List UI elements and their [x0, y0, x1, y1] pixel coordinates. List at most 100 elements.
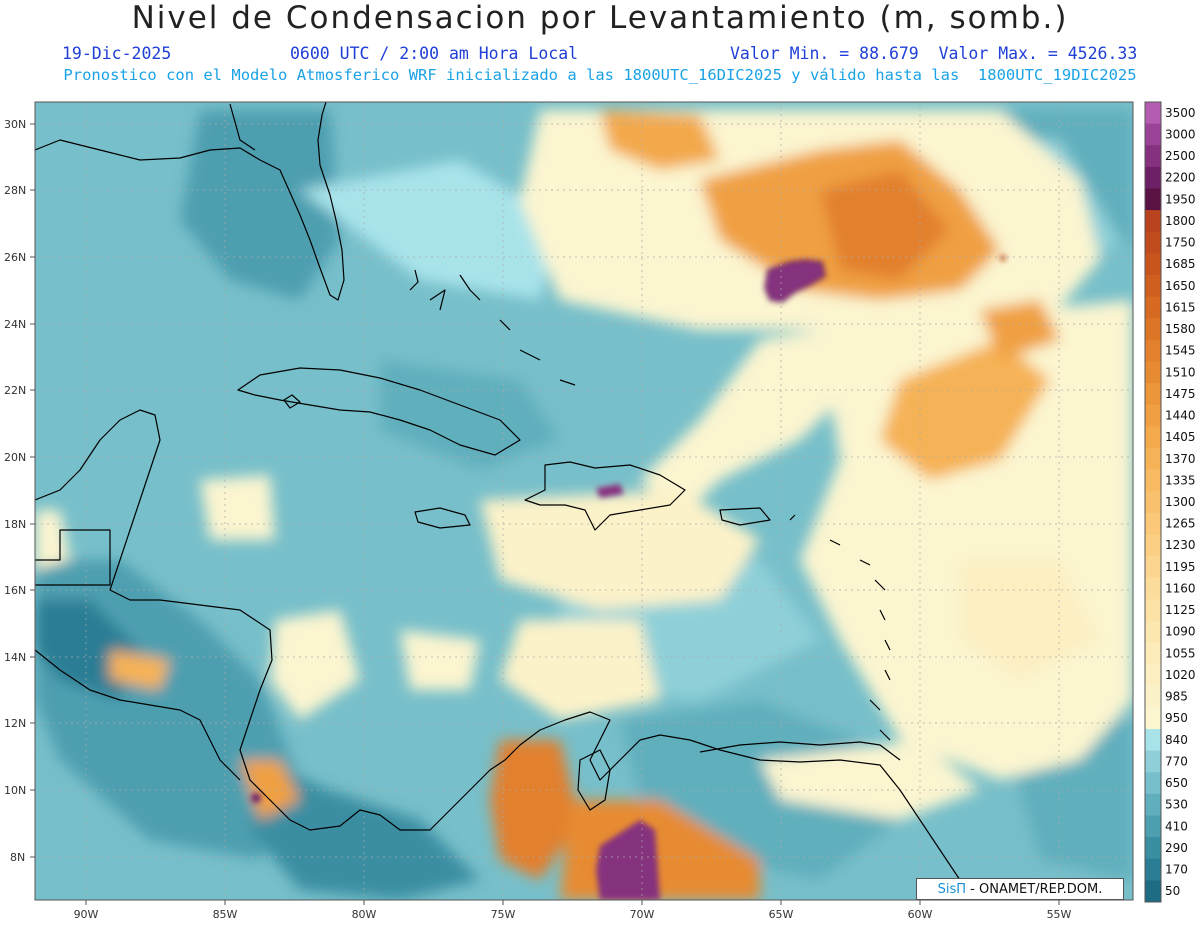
colorbar-swatch	[1145, 556, 1161, 579]
lat-label: 30N	[4, 118, 26, 131]
colorbar-label: 50	[1165, 884, 1180, 898]
colorbar-label: 2500	[1165, 149, 1196, 163]
colorbar-swatch	[1145, 383, 1161, 406]
lat-label: 20N	[4, 451, 26, 464]
colorbar-swatch	[1145, 750, 1161, 773]
shaded-field	[35, 102, 1133, 900]
colorbar-swatch	[1145, 404, 1161, 427]
colorbar-label: 1370	[1165, 452, 1196, 466]
lon-label: 70W	[630, 908, 655, 921]
colorbar-label: 1685	[1165, 257, 1196, 271]
colorbar-label: 1020	[1165, 668, 1196, 682]
lat-label: 24N	[4, 318, 26, 331]
lat-label: 16N	[4, 584, 26, 597]
colorbar-label: 1475	[1165, 387, 1196, 401]
colorbar-label: 1160	[1165, 581, 1196, 595]
colorbar-swatch	[1145, 512, 1161, 535]
lat-label: 28N	[4, 184, 26, 197]
colorbar-label: 840	[1165, 733, 1188, 747]
colorbar-label: 1265	[1165, 517, 1196, 531]
colorbar-label: 1405	[1165, 430, 1196, 444]
colorbar-swatch	[1145, 664, 1161, 687]
colorbar-swatch	[1145, 858, 1161, 881]
colorbar-swatch	[1145, 685, 1161, 708]
colorbar-swatch	[1145, 707, 1161, 730]
colorbar-label: 1650	[1165, 279, 1196, 293]
colorbar-swatch	[1145, 880, 1161, 903]
colorbar-swatch	[1145, 815, 1161, 838]
colorbar-swatch	[1145, 534, 1161, 557]
lat-label: 22N	[4, 384, 26, 397]
colorbar-swatch	[1145, 296, 1161, 319]
colorbar-label: 1195	[1165, 560, 1196, 574]
colorbar-label: 1615	[1165, 300, 1196, 314]
colorbar-swatch	[1145, 188, 1161, 211]
model-info: Pronostico con el Modelo Atmosferico WRF…	[63, 66, 1137, 84]
lat-axis: 30N 28N 26N 24N 22N 20N 18N 16N 14N 12N …	[4, 118, 26, 864]
colorbar-label: 1300	[1165, 495, 1196, 509]
credit-box: SisΠ - ONAMET/REP.DOM.	[916, 878, 1124, 900]
lat-label: 8N	[10, 851, 25, 864]
colorbar-label: 410	[1165, 819, 1188, 833]
colorbar-swatch	[1145, 793, 1161, 817]
colorbar-label: 1950	[1165, 192, 1196, 206]
colorbar-swatch	[1145, 729, 1161, 752]
colorbar-label: 650	[1165, 776, 1188, 790]
lon-label: 85W	[213, 908, 238, 921]
colorbar-label: 1055	[1165, 646, 1196, 660]
colorbar-label: 1090	[1165, 625, 1196, 639]
colorbar-label: 985	[1165, 690, 1188, 704]
colorbar-label: 1230	[1165, 538, 1196, 552]
lat-label: 14N	[4, 651, 26, 664]
lat-label: 12N	[4, 717, 26, 730]
colorbar-label: 1580	[1165, 322, 1196, 336]
forecast-time: 0600 UTC / 2:00 am Hora Local	[290, 44, 579, 63]
colorbar-swatch	[1145, 361, 1161, 384]
colorbar-swatch	[1145, 642, 1161, 665]
coastlines	[35, 102, 981, 900]
colorbar-swatch	[1145, 599, 1161, 622]
lat-ticks	[30, 123, 1060, 905]
lon-label: 80W	[352, 908, 377, 921]
colorbar-frame	[1144, 101, 1162, 903]
colorbar-swatch	[1145, 210, 1161, 233]
colorbar-swatch	[1145, 274, 1161, 298]
colorbar-label: 1545	[1165, 344, 1196, 358]
colorbar-swatch	[1145, 253, 1161, 276]
colorbar-label: 3000	[1165, 127, 1196, 141]
lat-label: 10N	[4, 784, 26, 797]
colorbar-swatch	[1145, 469, 1161, 492]
lon-label: 65W	[769, 908, 794, 921]
colorbar-label: 1800	[1165, 214, 1196, 228]
forecast-date: 19-Dic-2025	[62, 44, 172, 63]
colorbar-swatch	[1145, 620, 1161, 644]
colorbar-swatch	[1145, 123, 1161, 146]
colorbar-label: 770	[1165, 754, 1188, 768]
lat-label: 26N	[4, 251, 26, 264]
map-title: Nivel de Condensacion por Levantamiento …	[131, 0, 1069, 36]
colorbar-swatch	[1145, 231, 1161, 254]
colorbar-swatch	[1145, 339, 1161, 362]
lon-label: 90W	[74, 908, 99, 921]
colorbar-label: 3500	[1165, 106, 1196, 120]
map-frame	[34, 101, 1134, 901]
colorbar-swatch	[1145, 577, 1161, 600]
value-range: Valor Min. = 88.679 Valor Max. = 4526.33	[730, 44, 1138, 63]
colorbar-label: 1510	[1165, 365, 1196, 379]
colorbar-label: 1750	[1165, 236, 1196, 250]
colorbar-label: 1335	[1165, 473, 1196, 487]
lon-label: 75W	[491, 908, 516, 921]
colorbar-label: 950	[1165, 711, 1188, 725]
colorbar-label: 530	[1165, 798, 1188, 812]
colorbar-swatch	[1145, 318, 1161, 341]
credit-text: - ONAMET/REP.DOM.	[966, 881, 1103, 897]
lon-label: 55W	[1047, 908, 1072, 921]
lat-label: 18N	[4, 518, 26, 531]
colorbar-label: 1440	[1165, 409, 1196, 423]
colorbar-swatch	[1145, 772, 1161, 795]
colorbar-swatch	[1145, 447, 1161, 471]
colorbar-label: 1125	[1165, 603, 1196, 617]
colorbar-swatch	[1145, 426, 1161, 449]
sispi-logo: SisΠ	[937, 881, 967, 897]
